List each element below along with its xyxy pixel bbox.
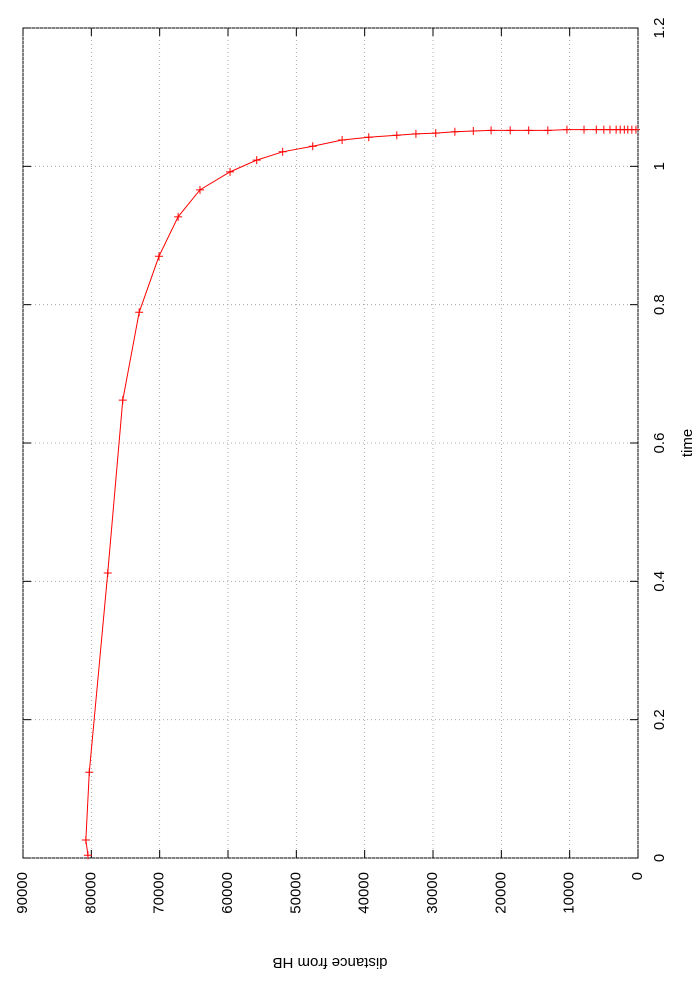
y-tick-label: 0 [629, 872, 646, 880]
x-tick-label: 0.6 [651, 433, 668, 454]
data-line [85, 129, 636, 856]
x-tick-label: 0.2 [651, 709, 668, 730]
y-axis-label: distance from HB [272, 954, 387, 971]
x-axis-label: time [679, 429, 696, 457]
x-tick-label: 1 [651, 162, 668, 170]
data-point [592, 125, 601, 134]
data-point [118, 396, 127, 405]
data-point [195, 185, 204, 194]
data-point [338, 136, 347, 145]
data-point [469, 127, 478, 136]
data-point [83, 851, 92, 860]
data-point [431, 129, 440, 138]
data-point [562, 125, 571, 134]
data-point [487, 126, 496, 135]
data-point [392, 131, 401, 140]
x-tick-label: 0.8 [651, 294, 668, 315]
y-tick-label: 60000 [219, 872, 236, 914]
data-point [450, 127, 459, 136]
y-tick-label: 40000 [356, 872, 373, 914]
data-point [631, 125, 640, 134]
x-tick-label: 0.4 [651, 571, 668, 592]
data-point [506, 126, 515, 135]
data-point [85, 768, 94, 777]
y-tick-label: 90000 [14, 872, 31, 914]
data-point [103, 569, 112, 578]
y-tick-label: 30000 [424, 872, 441, 914]
x-tick-label: 0 [651, 854, 668, 862]
x-tick-label: 1.2 [651, 18, 668, 39]
data-point [543, 126, 552, 135]
y-tick-label: 20000 [492, 872, 509, 914]
data-point [252, 156, 261, 165]
data-point [278, 147, 287, 156]
data-point [411, 129, 420, 138]
data-point [524, 126, 533, 135]
data-point [580, 125, 589, 134]
y-tick-label: 80000 [82, 872, 99, 914]
y-tick-label: 10000 [561, 872, 578, 914]
data-point [226, 167, 235, 176]
y-tick-label: 50000 [287, 872, 304, 914]
y-tick-label: 70000 [151, 872, 168, 914]
data-point [135, 308, 144, 317]
data-point [81, 836, 90, 845]
data-point [154, 252, 163, 261]
data-point [308, 142, 317, 151]
data-point [364, 133, 373, 142]
data-point [174, 212, 183, 221]
